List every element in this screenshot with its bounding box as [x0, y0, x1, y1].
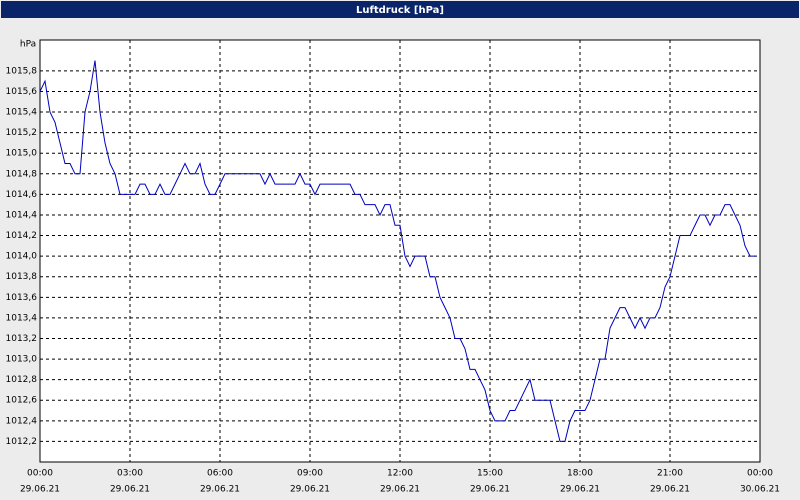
y-tick-label: 1013,6 [6, 293, 38, 303]
y-tick-label: 1013,8 [6, 272, 38, 282]
x-tick-date: 29.06.21 [470, 485, 510, 495]
y-tick-label: 1012,6 [6, 396, 38, 406]
y-tick-label: 1012,4 [6, 416, 38, 426]
x-tick-label: 12:00 [387, 469, 413, 479]
y-tick-label: 1014,0 [6, 252, 38, 262]
y-tick-label: 1012,8 [6, 375, 38, 385]
y-tick-label: 1015,0 [6, 149, 38, 159]
x-tick-label: 18:00 [567, 469, 593, 479]
y-tick-label: 1014,8 [6, 169, 38, 179]
x-tick-label: 03:00 [117, 469, 143, 479]
x-tick-date: 29.06.21 [380, 485, 420, 495]
y-tick-label: 1014,4 [6, 210, 38, 220]
y-tick-label: 1013,0 [6, 355, 38, 365]
y-tick-label: 1013,2 [6, 334, 38, 344]
y-tick-label: 1015,8 [6, 66, 38, 76]
y-tick-label: 1014,2 [6, 231, 38, 241]
x-tick-date: 29.06.21 [650, 485, 690, 495]
x-tick-date: 29.06.21 [20, 485, 60, 495]
y-axis-label: hPa [20, 40, 36, 50]
x-tick-date: 29.06.21 [290, 485, 330, 495]
y-tick-label: 1012,2 [6, 437, 38, 447]
y-tick-label: 1013,4 [6, 313, 38, 323]
x-tick-date: 29.06.21 [200, 485, 240, 495]
chart-title: Luftdruck [hPa] [356, 5, 444, 16]
plot-border [39, 39, 761, 463]
x-tick-label: 00:00 [747, 469, 773, 479]
x-tick-date: 30.06.21 [740, 485, 780, 495]
x-tick-date: 29.06.21 [560, 485, 600, 495]
x-tick-label: 06:00 [207, 469, 233, 479]
x-tick-label: 09:00 [297, 469, 323, 479]
y-tick-label: 1014,6 [6, 190, 38, 200]
y-tick-label: 1015,6 [6, 87, 38, 97]
title-bar [1, 1, 799, 18]
x-tick-date: 29.06.21 [110, 485, 150, 495]
y-tick-label: 1015,2 [6, 128, 38, 138]
x-tick-label: 15:00 [477, 469, 503, 479]
data-line [39, 60, 755, 442]
x-tick-label: 21:00 [657, 469, 683, 479]
y-tick-label: 1015,4 [6, 108, 38, 118]
x-tick-label: 00:00 [27, 469, 53, 479]
